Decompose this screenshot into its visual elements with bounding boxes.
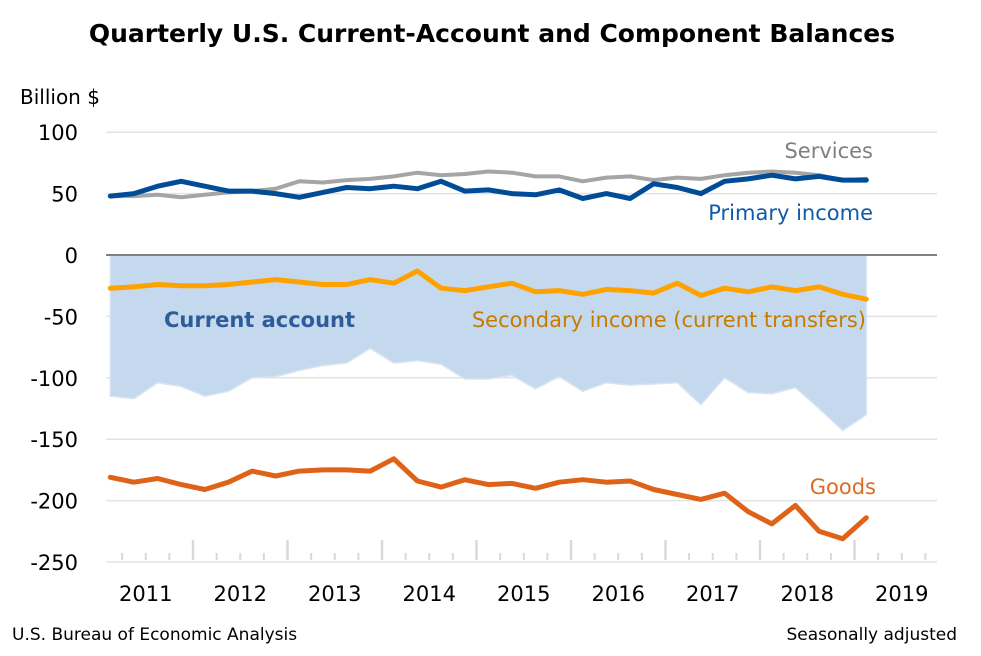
x-tick-label: 2017 — [686, 582, 739, 606]
x-tick-label: 2013 — [308, 582, 361, 606]
x-tick-label: 2015 — [497, 582, 550, 606]
secondary-income-current-transfers-line — [107, 268, 869, 302]
x-tick-label: 2012 — [214, 582, 267, 606]
y-tick-labels: 100 50 0 -50 -100 -150 -200 -250 — [30, 121, 78, 575]
seasonal-note: Seasonally adjusted — [786, 625, 957, 645]
goods-line — [107, 456, 869, 542]
series-label-services: Services — [784, 139, 873, 163]
x-tick-label: 2018 — [781, 582, 834, 606]
line-layer — [107, 169, 869, 542]
x-tick-label: 2014 — [403, 582, 456, 606]
y-tick-label: 100 — [38, 121, 78, 145]
source-note: U.S. Bureau of Economic Analysis — [12, 625, 297, 645]
x-tick-label: 2016 — [592, 582, 645, 606]
x-tick-label: 2011 — [119, 582, 172, 606]
y-tick-label: 0 — [65, 244, 78, 268]
chart-title: Quarterly U.S. Current-Account and Compo… — [89, 19, 895, 48]
y-axis-label: Billion $ — [20, 85, 100, 109]
x-tick-label: 2019 — [875, 582, 928, 606]
x-tick-labels: 2011 2012 2013 2014 2015 2016 2017 2018 2019 — [119, 582, 928, 606]
primary-income-line — [107, 172, 869, 201]
y-tick-label: -100 — [30, 367, 78, 391]
series-label-secondary-income: Secondary income (current transfers) — [472, 308, 866, 332]
y-tick-label: -200 — [30, 490, 78, 514]
area-layer — [109, 254, 868, 432]
y-tick-label: -150 — [30, 428, 78, 452]
series-label-goods: Goods — [810, 475, 876, 499]
current-account-area — [109, 254, 868, 432]
x-ticks — [121, 540, 927, 560]
y-tick-label: -50 — [44, 305, 78, 329]
y-tick-label: 50 — [51, 183, 78, 207]
series-label-primary-income: Primary income — [708, 201, 873, 225]
series-label-current-account: Current account — [164, 308, 355, 332]
y-tick-label: -250 — [30, 551, 78, 575]
